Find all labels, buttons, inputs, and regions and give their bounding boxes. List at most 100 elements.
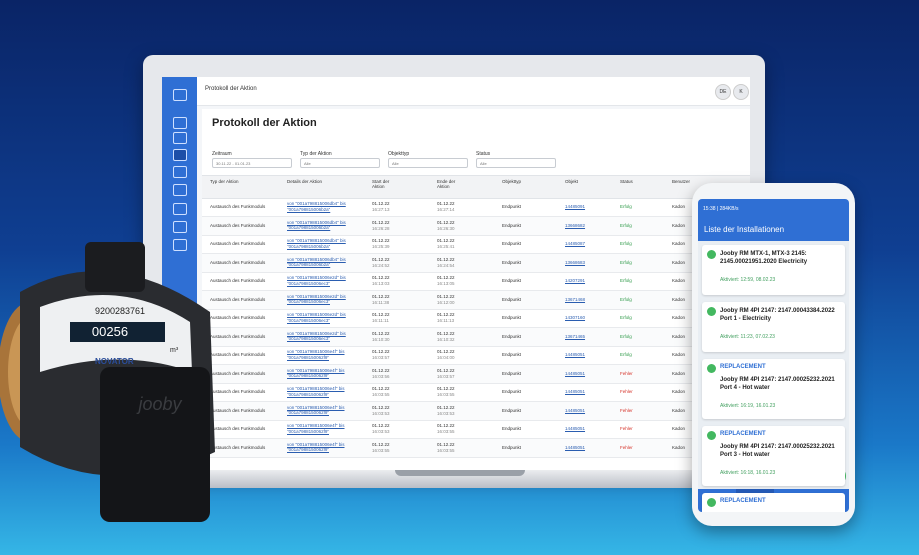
header-title: Protokoll der Aktion <box>205 86 257 92</box>
status: Fehler <box>620 389 633 394</box>
card-tag: REPLACEMENT <box>720 431 766 437</box>
laptop-screen: Protokoll der Aktion DE K Protokoll der … <box>162 77 750 470</box>
action-details[interactable]: von "001a798815006e2d" bis "001a79881500… <box>287 275 346 286</box>
filter-select[interactable]: Alle <box>476 158 556 168</box>
sidebar-icon[interactable] <box>173 166 187 178</box>
status: Fehler <box>620 370 633 376</box>
meter-unit: m³ <box>170 347 179 354</box>
activated-date: Aktiviert: 12:59, 08.02.23 <box>720 277 776 283</box>
action-type: Austausch des Funkmoduls <box>210 352 266 357</box>
phone: 15:38 | 284KB/s Liste der Installationen… <box>692 183 855 526</box>
object-link[interactable]: 14485051 <box>565 389 586 394</box>
action-details[interactable]: von "001a798815006e2d" bis "001a79881500… <box>287 293 346 305</box>
object-link[interactable]: 14485087 <box>565 241 586 246</box>
sidebar-icon[interactable] <box>173 117 187 129</box>
meter-window <box>70 322 165 342</box>
sidebar-icon[interactable] <box>173 149 187 161</box>
table-row <box>202 383 750 402</box>
end-date: 01.12.22 <box>437 441 455 447</box>
end-time: 16:13:05 <box>437 281 455 286</box>
object-link[interactable]: 14207291 <box>565 278 586 283</box>
start-time: 16:10:30 <box>372 336 390 342</box>
sidebar-icon[interactable] <box>173 203 187 215</box>
start-time: 16:24:52 <box>372 262 390 268</box>
object-type: Endpunkt <box>502 259 522 265</box>
sidebar-icon[interactable] <box>173 89 187 101</box>
object-link[interactable]: 14485091 <box>565 204 586 209</box>
action-details[interactable]: von "001a798815006db4" bis "001a79881500… <box>287 256 346 268</box>
user: Kadon <box>672 241 686 246</box>
action-details[interactable]: von "001a798815006e2d" bis "001a79881500… <box>287 312 346 323</box>
start-time: 16:11:11 <box>372 318 389 323</box>
object-link[interactable]: 14485051 <box>565 426 586 431</box>
action-details[interactable]: von "001a798815006e2d" bis "001a79881500… <box>287 330 346 342</box>
object-link[interactable]: 13668683 <box>565 259 586 265</box>
object-link[interactable]: 14485051 <box>565 407 586 413</box>
action-details[interactable]: von "001a798815006e4f" bis "001a79881500… <box>287 423 345 434</box>
action-details[interactable]: von "001a798815006e4f" bis "001a79881500… <box>287 367 345 379</box>
object-link[interactable]: 13668682 <box>565 222 586 228</box>
action-details[interactable]: von "001a798815006db4" bis "001a79881500… <box>287 201 346 212</box>
installation-card[interactable]: REPLACEMENT <box>702 493 845 512</box>
user: Kadon <box>672 296 686 302</box>
filter-select[interactable]: 30.11.22 - 01.01.23 <box>212 158 292 168</box>
installation-card[interactable]: REPLACEMENT Jooby RM 4PI 2147: 2147.00025… <box>702 426 845 486</box>
object-type: Endpunkt <box>502 407 522 413</box>
table-row <box>202 438 750 458</box>
status: Fehler <box>620 444 633 450</box>
action-type: Austausch des Funkmoduls <box>210 222 266 228</box>
table-row <box>202 364 750 384</box>
action-details[interactable]: von "001a798815006db4" bis "001a79881500… <box>287 238 346 249</box>
user: Kadon <box>672 204 686 209</box>
action-details[interactable]: von "001a798815006e4f" bis "001a79881500… <box>287 386 345 397</box>
status: Erfolg <box>620 204 632 209</box>
column-header: Typ der Aktion <box>210 179 239 184</box>
object-link[interactable]: 14485051 <box>565 370 586 376</box>
table-row <box>202 327 750 347</box>
object-link[interactable]: 13671465 <box>565 333 586 339</box>
object-link[interactable]: 14485051 <box>565 352 586 357</box>
action-type: Austausch des Funkmoduls <box>210 370 266 376</box>
meter-cap <box>85 242 145 292</box>
end-date: 01.12.22 <box>437 367 455 373</box>
object-type: Endpunkt <box>502 204 522 209</box>
device-name: Jooby RM 4PI 2147: 2147.00025232.2021 Po… <box>720 377 835 391</box>
laptop-base <box>120 468 800 488</box>
sidebar-icon[interactable] <box>173 184 187 196</box>
avatar[interactable]: K <box>733 84 749 100</box>
column-header: Benutzer <box>672 179 691 184</box>
object-link[interactable]: 13671468 <box>565 296 586 302</box>
status-icon <box>707 250 716 259</box>
end-time: 16:03:55 <box>437 429 455 434</box>
action-details[interactable]: von "001a798815006db4" bis "001a79881500… <box>287 219 346 231</box>
meter-brand: NOVATOR <box>95 357 134 366</box>
filter-select[interactable]: Alle <box>388 158 468 168</box>
table-row <box>202 272 750 291</box>
user: Kadon <box>672 389 686 394</box>
end-date: 01.12.22 <box>437 256 455 262</box>
end-time: 16:12:00 <box>437 299 455 305</box>
start-time: 16:13:03 <box>372 281 390 286</box>
card-tag: REPLACEMENT <box>720 498 766 504</box>
installation-card[interactable]: Jooby RM MTX-1, MTX-3 2145: 2145.0002195… <box>702 245 845 295</box>
installation-card[interactable]: Jooby RM 4PI 2147: 2147.00043384.2022 Po… <box>702 302 845 352</box>
status: Erfolg <box>620 241 632 246</box>
action-details[interactable]: von "001a798815006e4f" bis "001a79881500… <box>287 349 345 360</box>
user: Kadon <box>672 333 686 339</box>
installation-card[interactable]: REPLACEMENT Jooby RM 4PI 2147: 2147.00025… <box>702 359 845 419</box>
page-title: Protokoll der Aktion <box>212 117 317 129</box>
sidebar-icon[interactable] <box>173 132 187 144</box>
sidebar-icon[interactable] <box>173 239 187 251</box>
action-details[interactable]: von "001a798815006e4f" bis "001a79881500… <box>287 441 345 453</box>
object-link[interactable]: 14485051 <box>565 444 586 450</box>
sidebar-icon[interactable] <box>173 221 187 233</box>
filter-label: Zeitraum <box>212 151 232 157</box>
object-link[interactable]: 14307160 <box>565 315 586 320</box>
end-time: 16:10:32 <box>437 336 455 342</box>
avatar[interactable]: DE <box>715 84 731 100</box>
action-details[interactable]: von "001a798815006e4f" bis "001a79881500… <box>287 404 345 416</box>
start-date: 01.12.22 <box>372 404 390 410</box>
filter-select[interactable]: Alle <box>300 158 380 168</box>
object-type: Endpunkt <box>502 222 522 228</box>
